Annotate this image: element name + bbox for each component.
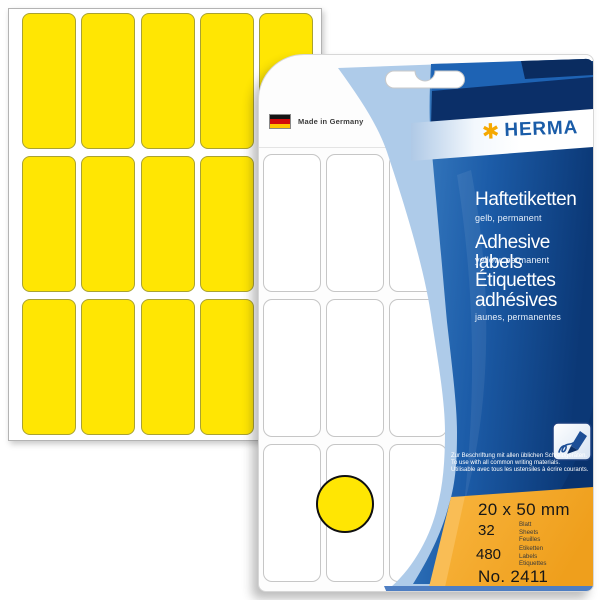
orange-spec-panel [445, 487, 593, 587]
orange-wedge [429, 496, 467, 587]
white-label [326, 299, 384, 437]
subtitle-german: gelb, permanent [475, 213, 542, 223]
logo-band [411, 109, 593, 161]
bottom-strip [384, 586, 593, 591]
yellow-label [22, 13, 76, 149]
package: Made in Germany ✱ HERMA Haftetiketten ge… [258, 54, 594, 592]
made-in-germany: Made in Germany [269, 114, 364, 129]
yellow-label [141, 13, 195, 149]
sheets-unit-fr: Feuilles [519, 536, 541, 544]
white-label-sheet [259, 147, 459, 591]
navy-corner [521, 58, 593, 79]
label-count: 480 [476, 546, 502, 563]
sheet-count: 32 [478, 522, 495, 539]
sheet-count-units: Blatt Sheets Feuilles [519, 521, 540, 544]
yellow-round-label [316, 475, 374, 533]
herma-logo: ✱ HERMA [467, 114, 593, 147]
usage-note: Zur Beschriftung mit allen üblichen Schr… [451, 453, 588, 475]
label-count-units: Etiketten Labels Etiquettes [519, 545, 547, 568]
yellow-label [81, 13, 135, 149]
usage-note-en: To use with all common writing materials… [451, 460, 561, 467]
herma-asterisk-icon: ✱ [481, 118, 500, 144]
labels-unit-de: Etiketten [519, 545, 544, 552]
hang-slot [385, 70, 465, 89]
label-size: 20 x 50 mm [478, 500, 570, 519]
sheets-unit-de: Blatt [519, 521, 532, 528]
labels-unit-en: Labels [519, 552, 538, 560]
title-french: Étiquettes adhésives [475, 270, 557, 311]
labels-unit-fr: Etiquettes [519, 560, 547, 568]
sheets-unit-en: Sheets [519, 528, 539, 536]
yellow-label [141, 156, 195, 292]
title-english: Adhesive labels [475, 232, 550, 273]
white-label [326, 154, 384, 292]
pen-icon [552, 422, 592, 461]
panel-body [413, 61, 593, 584]
yellow-label [141, 299, 195, 435]
yellow-label [200, 156, 254, 292]
blue-panel [338, 58, 593, 591]
yellow-label [81, 156, 135, 292]
yellow-label [200, 13, 254, 149]
subtitle-english: yellow, permanent [475, 255, 550, 265]
title-german: Haftetiketten [475, 189, 577, 210]
german-flag-icon [269, 114, 291, 129]
item-number: No. 2411 [478, 567, 549, 586]
yellow-label [81, 299, 135, 435]
yellow-label [22, 299, 76, 435]
made-in-text: Made in Germany [298, 117, 364, 126]
package-card: Made in Germany ✱ HERMA Haftetiketten ge… [258, 54, 594, 592]
brand-name: HERMA [504, 117, 579, 141]
subtitle-french: jaunes, permanentes [475, 312, 561, 322]
white-label [263, 444, 321, 582]
yellow-label [200, 299, 254, 435]
yellow-label [22, 156, 76, 292]
usage-note-fr: Utilisable avec tous les ustensiles à éc… [451, 467, 589, 474]
white-label [263, 299, 321, 437]
usage-note-de: Zur Beschriftung mit allen üblichen Schr… [451, 453, 588, 459]
white-label [263, 154, 321, 292]
